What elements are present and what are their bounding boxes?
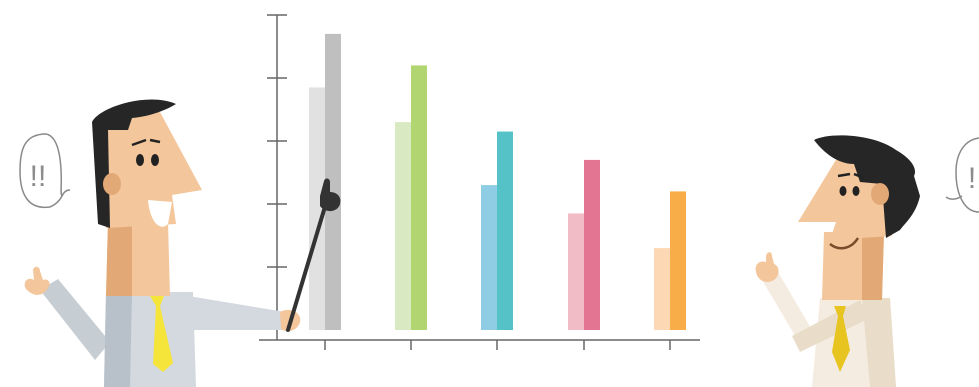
- bar-series-2-group-1: [325, 33, 341, 331]
- pointer-stick: [286, 198, 329, 332]
- eye-left: [136, 154, 144, 166]
- left-shirt-shade: [104, 292, 132, 387]
- bar-series-1-group-1: [309, 87, 325, 330]
- right-arm: [172, 294, 285, 330]
- speech-text-right: !: [968, 162, 976, 195]
- bar-series-1-group-5: [654, 248, 670, 330]
- head: [96, 112, 202, 228]
- speech-text-left: !!: [30, 160, 47, 193]
- eye-right: [151, 154, 159, 166]
- bar-series-2-group-4: [584, 159, 600, 330]
- listener-eyebrow: [837, 172, 865, 180]
- bar-series-2-group-2: [411, 65, 427, 331]
- left-hand: [24, 266, 50, 295]
- bar-series-1-group-3: [481, 185, 497, 330]
- listener-hair: [814, 135, 920, 238]
- bar-series-1-group-4: [568, 213, 584, 330]
- left-presenter: !!: [19, 99, 341, 387]
- listener-tie: [832, 306, 850, 372]
- speech-bubble-right: !: [945, 137, 979, 213]
- eyebrows: [131, 138, 161, 147]
- bar-series-2-group-3: [497, 131, 513, 330]
- listener-hand: [755, 252, 779, 282]
- right-listener: !: [755, 135, 979, 387]
- listener-eye-right: [852, 186, 860, 196]
- listener-smile: [829, 237, 860, 250]
- bar-chart: [259, 14, 700, 350]
- tie: [150, 296, 173, 372]
- ear: [103, 173, 121, 195]
- pointer-hand-tip: [320, 178, 341, 212]
- bar-series-2-group-5: [670, 191, 686, 330]
- listener-forearm: [792, 300, 870, 352]
- listener-ear: [871, 183, 889, 205]
- speech-bubble-left: !!: [19, 133, 71, 209]
- listener-eye-left: [839, 186, 847, 196]
- mouth: [148, 200, 172, 227]
- hair: [92, 99, 176, 229]
- left-arm: [40, 279, 110, 360]
- bar-series-1-group-2: [395, 122, 411, 330]
- listener-arm: [762, 272, 812, 344]
